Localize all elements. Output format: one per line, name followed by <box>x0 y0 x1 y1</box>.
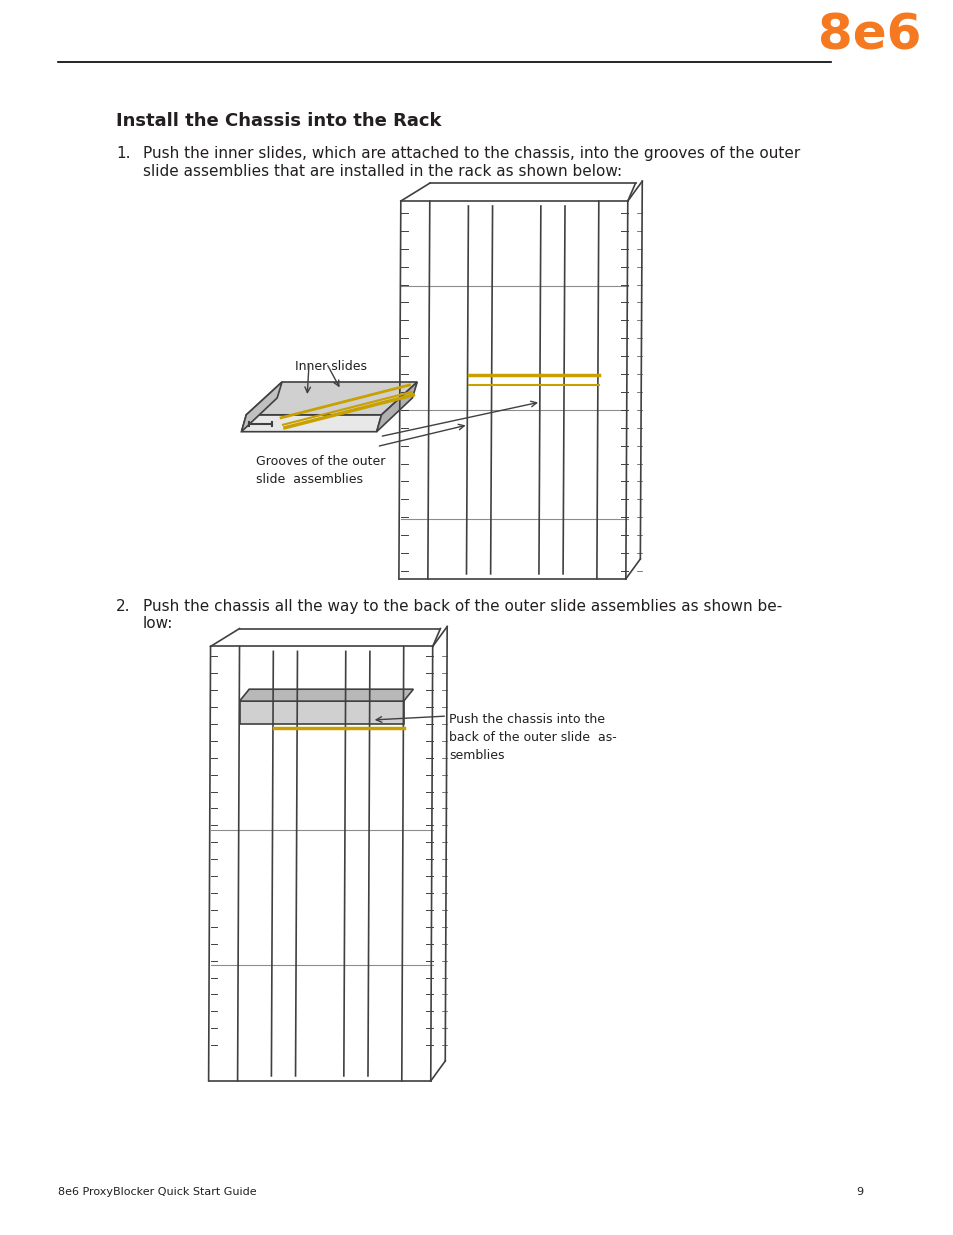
Polygon shape <box>246 382 416 415</box>
Text: 8e6: 8e6 <box>817 12 920 59</box>
Polygon shape <box>239 689 413 701</box>
Polygon shape <box>241 415 381 432</box>
Polygon shape <box>239 701 403 724</box>
Text: Grooves of the outer
slide  assemblies: Grooves of the outer slide assemblies <box>255 454 385 485</box>
Text: Push the chassis all the way to the back of the outer slide assemblies as shown : Push the chassis all the way to the back… <box>143 599 781 631</box>
Polygon shape <box>376 382 416 432</box>
Text: 8e6 ProxyBlocker Quick Start Guide: 8e6 ProxyBlocker Quick Start Guide <box>58 1187 256 1197</box>
Text: Inner slides: Inner slides <box>294 361 366 373</box>
Text: 1.: 1. <box>115 147 131 162</box>
Polygon shape <box>241 382 282 432</box>
Text: Push the chassis into the
back of the outer slide  as-
semblies: Push the chassis into the back of the ou… <box>449 713 617 762</box>
Text: Push the inner slides, which are attached to the chassis, into the grooves of th: Push the inner slides, which are attache… <box>143 147 800 179</box>
Text: 2.: 2. <box>115 599 131 614</box>
Text: 9: 9 <box>856 1187 862 1197</box>
Text: Install the Chassis into the Rack: Install the Chassis into the Rack <box>115 111 441 130</box>
